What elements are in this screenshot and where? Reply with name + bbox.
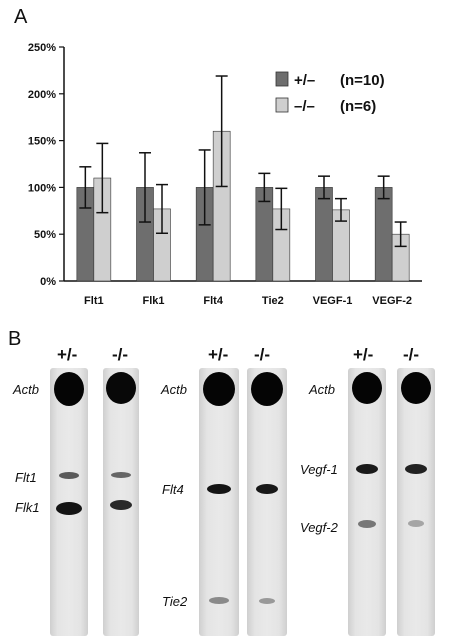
gel1-lane2-flt1-band <box>111 472 131 478</box>
gel1-lane1-flk1-band <box>56 502 82 515</box>
y-tick-label: 150% <box>28 136 56 148</box>
legend-label: –/– <box>294 98 315 115</box>
gel1-actb-label: Actb <box>13 382 40 397</box>
gel3-vegf2-label: Vegf-2 <box>300 520 338 535</box>
gel3-lane2-vegf1-band <box>405 464 427 474</box>
bar <box>374 187 393 282</box>
gel2-lane1-flt4-band <box>207 484 231 494</box>
gel1-lane2-actb-band <box>106 372 136 404</box>
gel3-lane1-vegf2-band <box>358 520 376 528</box>
gel2-lane2-actb-band <box>251 372 283 406</box>
x-tick-label: Flt1 <box>84 295 104 307</box>
gel2-actb-label: Actb <box>161 382 188 397</box>
x-tick-label: VEGF-2 <box>372 295 412 307</box>
legend-label: +/– <box>294 72 315 89</box>
gel1-flt1-label: Flt1 <box>15 470 37 485</box>
gel1-lane1-flt1-band <box>59 472 79 479</box>
gel3-lane1-genotype: +/- <box>353 345 374 364</box>
gel1-lane2-flk1-band <box>110 500 132 510</box>
gel2-flt4-label: Flt4 <box>162 482 184 497</box>
gel2-lane2-genotype: -/- <box>254 345 271 364</box>
gel2-lane2-tie2-band <box>259 598 275 604</box>
legend-n-label: (n=6) <box>340 98 376 115</box>
gel3-lane2 <box>397 368 435 636</box>
gel1-lane2 <box>103 368 139 636</box>
gel1-flk1-label: Flk1 <box>15 500 40 515</box>
gel1-lane1-genotype: +/- <box>57 345 78 364</box>
y-tick-label: 250% <box>28 42 56 54</box>
gel2-lane2-flt4-band <box>256 484 278 494</box>
gel3-lane1 <box>348 368 386 636</box>
gel1-lane1-actb-band <box>54 372 84 406</box>
gel1-lane2-genotype: -/- <box>112 345 129 364</box>
bar <box>315 187 333 282</box>
gel2-lane1-tie2-band <box>209 597 229 604</box>
y-tick-label: 100% <box>28 182 56 194</box>
y-tick-label: 50% <box>34 229 56 241</box>
legend-swatch <box>275 97 289 113</box>
x-tick-label: Flt4 <box>203 295 223 307</box>
gel2-tie2-label: Tie2 <box>162 594 188 609</box>
gel3-actb-label: Actb <box>309 382 336 397</box>
gel3-lane2-genotype: -/- <box>403 345 420 364</box>
y-tick-label: 0% <box>40 276 56 288</box>
gel3-lane2-vegf2-band <box>408 520 424 527</box>
legend-n-label: (n=10) <box>340 72 385 89</box>
gel3-lane2-actb-band <box>401 372 431 404</box>
bar-chart: 0% 50% 100% 150% 200% 250% Flt1 Flk1 Flt4 Tie2 VEG… <box>28 42 422 307</box>
legend-swatch <box>275 71 289 87</box>
gel1-lane1 <box>50 368 88 636</box>
gel2-lane1-genotype: +/- <box>208 345 229 364</box>
gel2-lane1-actb-band <box>203 372 235 406</box>
gel2-lane2 <box>247 368 287 636</box>
gel2-lane1 <box>199 368 239 636</box>
gel3-lane1-actb-band <box>352 372 382 404</box>
gel3-vegf1-label: Vegf-1 <box>300 462 338 477</box>
x-tick-label: Tie2 <box>262 295 284 307</box>
gel3-lane1-vegf1-band <box>356 464 378 474</box>
x-tick-label: VEGF-1 <box>313 295 353 307</box>
x-tick-label: Flk1 <box>142 295 164 307</box>
panel-b-label: B <box>8 328 22 350</box>
y-tick-label: 200% <box>28 89 56 101</box>
panel-a-label: A <box>14 6 28 28</box>
